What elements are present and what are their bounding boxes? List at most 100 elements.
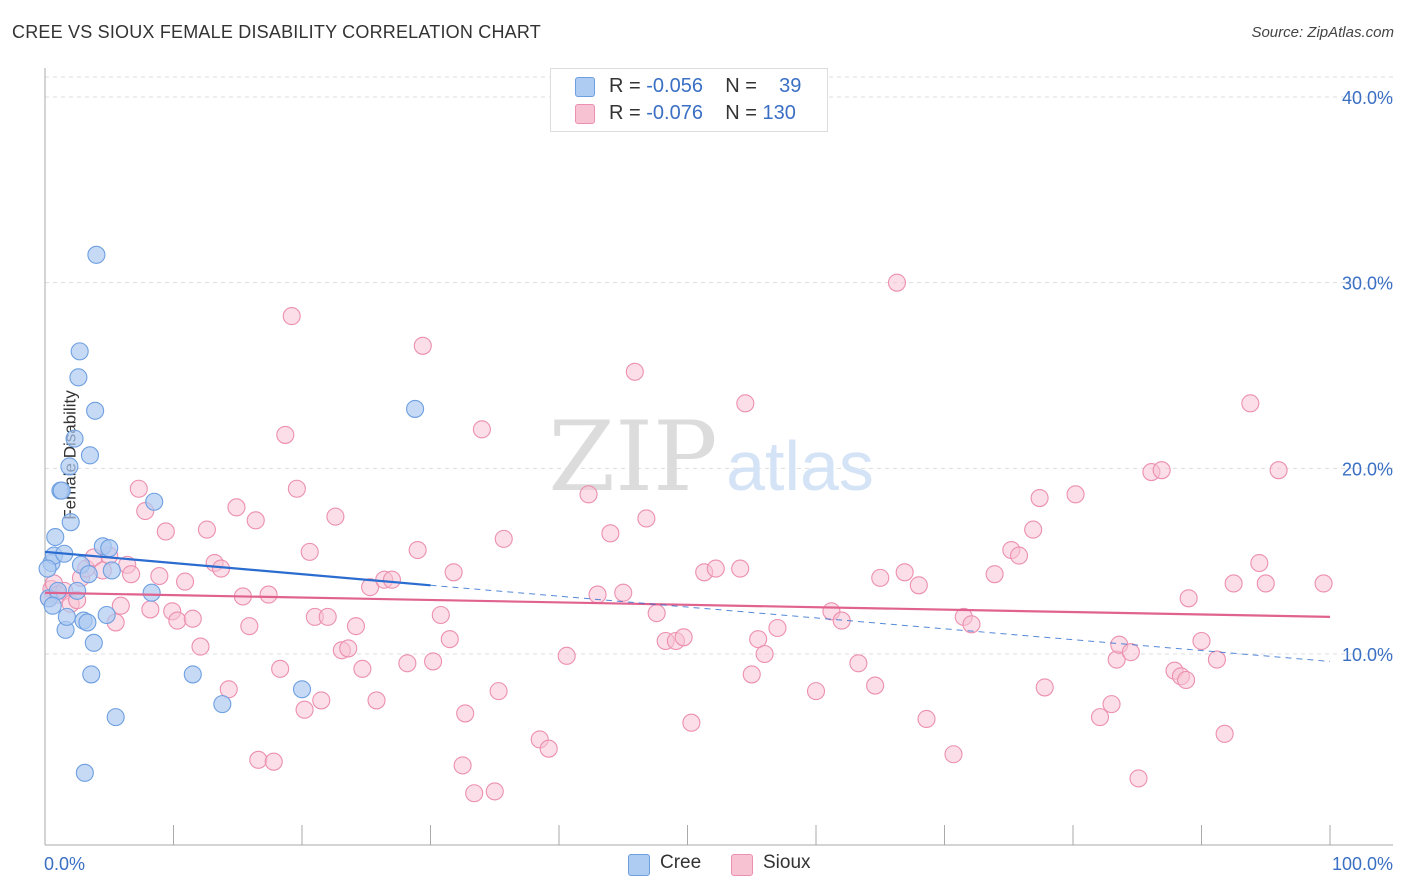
y-tick-label: 40.0%	[1342, 88, 1393, 108]
sioux-point	[1035, 678, 1054, 697]
sioux-point	[276, 425, 295, 444]
sioux-point	[249, 750, 268, 769]
sioux-series-name: Sioux	[763, 852, 811, 873]
sioux-point	[962, 615, 981, 634]
sioux-point	[300, 542, 319, 561]
cree-swatch	[628, 854, 650, 876]
watermark-atlas: atlas	[726, 427, 874, 505]
cree-points	[38, 245, 425, 782]
sioux-point	[1090, 708, 1110, 727]
sioux-point	[150, 566, 169, 586]
cree-point	[292, 680, 312, 699]
sioux-point	[431, 605, 450, 625]
sioux-point	[312, 691, 331, 710]
cree-point	[97, 605, 116, 625]
legend-r-label: R =	[609, 75, 641, 97]
cree-point	[70, 342, 89, 361]
y-tick-label: 30.0%	[1342, 274, 1393, 294]
cree-point	[84, 633, 103, 652]
sioux-point	[494, 529, 513, 548]
cree-point	[75, 763, 94, 782]
sioux-point	[1224, 574, 1243, 593]
legend-r-label: R =	[609, 102, 641, 124]
sioux-point	[489, 682, 508, 701]
sioux-point	[440, 630, 459, 649]
sioux-point	[456, 704, 475, 723]
cree-point	[78, 613, 97, 632]
legend-n-value: 39	[779, 75, 802, 97]
sioux-point	[909, 576, 928, 595]
sioux-point	[1314, 574, 1333, 593]
sioux-point	[895, 563, 914, 582]
sioux-point	[1207, 650, 1226, 669]
sioux-point	[731, 559, 750, 578]
sioux-point	[339, 639, 358, 658]
sioux-point	[183, 609, 202, 628]
sioux-point	[1192, 631, 1211, 651]
sioux-point	[647, 604, 666, 623]
sioux-point	[1102, 695, 1121, 714]
sioux-point	[588, 585, 607, 604]
sioux-point	[887, 273, 907, 292]
sioux-point	[465, 784, 484, 803]
sioux-point	[472, 420, 491, 439]
watermark-zip: ZIP	[548, 401, 717, 513]
sioux-point	[1250, 553, 1269, 573]
cree-point	[142, 583, 161, 602]
sioux-point	[122, 565, 141, 584]
cree-point	[38, 559, 57, 578]
sioux-point	[168, 611, 187, 630]
cree-point	[68, 581, 87, 600]
sioux-point	[1177, 670, 1196, 690]
sioux-point	[287, 479, 306, 498]
cree-point	[46, 527, 65, 547]
cree-point	[100, 539, 119, 558]
sioux-point	[1121, 643, 1140, 662]
sioux-point	[944, 745, 963, 764]
sioux-point	[1024, 520, 1043, 539]
legend-n-label: N =	[725, 75, 757, 97]
sioux-point	[1256, 574, 1275, 593]
sioux-point	[326, 507, 345, 526]
y-tick-label: 20.0%	[1342, 459, 1393, 479]
sioux-point	[408, 540, 427, 560]
cree-point	[52, 481, 71, 500]
sioux-point	[485, 782, 504, 801]
source-credit: Source: ZipAtlas.com	[1251, 24, 1394, 41]
sioux-point	[264, 752, 283, 771]
sioux-point	[755, 644, 774, 664]
sioux-point	[361, 578, 380, 597]
sioux-point	[367, 691, 386, 710]
sioux-trend-line	[44, 591, 1331, 618]
sioux-point	[849, 654, 868, 673]
cree-point	[102, 561, 121, 580]
cree-point	[65, 429, 84, 448]
tick-labels: 10.0% 20.0% 30.0% 40.0% 0.0% 100.0%	[44, 88, 1393, 874]
sioux-point	[871, 568, 890, 587]
sioux-point	[1009, 546, 1029, 565]
sioux-point	[736, 394, 755, 413]
x-tick-label: 100.0%	[1332, 854, 1393, 874]
sioux-point	[111, 596, 130, 615]
sioux-point	[129, 479, 148, 498]
sioux-point	[614, 583, 633, 602]
sioux-point	[579, 485, 598, 504]
sioux-point	[806, 682, 826, 701]
sioux-point	[259, 585, 278, 604]
cree-point	[79, 565, 98, 584]
sioux-point	[227, 498, 246, 517]
sioux-point	[246, 511, 265, 530]
legend-r-value: -0.056	[646, 75, 703, 97]
sioux-point	[682, 713, 701, 732]
sioux-point	[985, 565, 1004, 584]
chart-title: CREE VS SIOUX FEMALE DISABILITY CORRELAT…	[12, 22, 541, 42]
sioux-point	[1269, 461, 1288, 480]
sioux-point	[768, 618, 787, 638]
sioux-point	[674, 628, 693, 647]
cree-point	[106, 708, 125, 727]
cree-point	[80, 446, 100, 465]
cree-series-name: Cree	[660, 852, 702, 873]
sioux-swatch	[575, 104, 595, 124]
sioux-point	[1215, 724, 1234, 743]
